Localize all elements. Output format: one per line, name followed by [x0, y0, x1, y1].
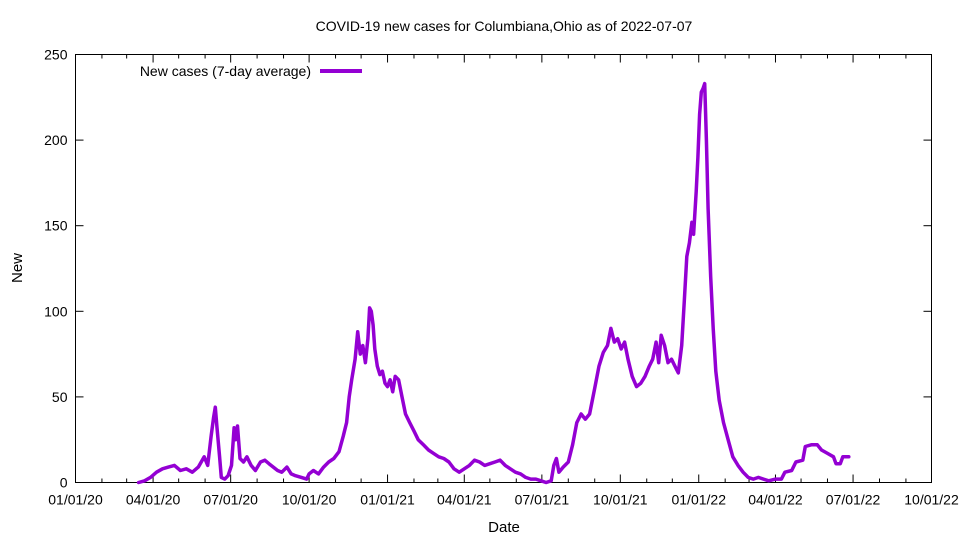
x-tick-label: 04/01/22	[748, 492, 803, 508]
y-tick-label: 50	[52, 389, 68, 405]
x-tick-label: 07/01/22	[826, 492, 881, 508]
x-tick-label: 01/01/21	[360, 492, 415, 508]
x-axis-label: Date	[488, 519, 520, 536]
legend: New cases (7-day average)	[140, 63, 362, 79]
x-tick-label: 07/01/20	[203, 492, 258, 508]
x-tick-label: 01/01/20	[48, 492, 103, 508]
x-tick-label: 07/01/21	[515, 492, 570, 508]
y-axis-label: New	[9, 253, 26, 283]
x-tick-label: 04/01/20	[126, 492, 181, 508]
x-axis: 01/01/20 04/01/20 07/01/20 10/01/20 01/01/21…	[48, 54, 959, 508]
x-tick-label: 01/01/22	[671, 492, 726, 508]
x-tick-label: 10/01/20	[282, 492, 337, 508]
plot-frame	[75, 54, 932, 483]
y-tick-label: 250	[44, 47, 68, 63]
x-tick-label: 10/01/22	[904, 492, 959, 508]
legend-label: New cases (7-day average)	[140, 63, 311, 79]
series-layer	[136, 81, 851, 485]
plot-area	[75, 54, 932, 483]
x-tick-label: 10/01/21	[593, 492, 648, 508]
series-line-0	[136, 81, 851, 485]
chart-title: COVID-19 new cases for Columbiana,Ohio a…	[316, 18, 693, 34]
y-tick-label: 0	[60, 475, 68, 491]
y-tick-label: 200	[44, 132, 68, 148]
y-tick-label: 150	[44, 218, 68, 234]
y-tick-label: 100	[44, 303, 68, 319]
y-axis: 0 50 100 150 200 250	[44, 47, 932, 491]
x-tick-label: 04/01/21	[437, 492, 492, 508]
